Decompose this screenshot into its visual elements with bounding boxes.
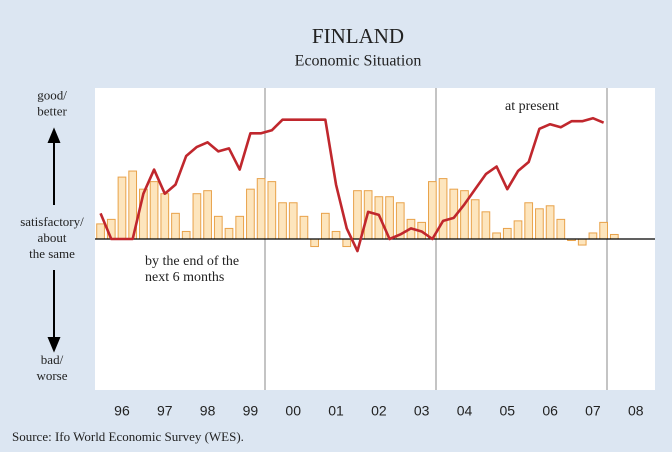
label-line: next 6 months — [145, 270, 224, 285]
bar — [160, 193, 170, 240]
bar — [288, 202, 298, 240]
bar — [246, 188, 255, 240]
x-tick-label: 06 — [542, 403, 558, 419]
chart-title: FINLAND — [312, 24, 404, 48]
bar — [278, 202, 287, 240]
bar — [171, 212, 180, 240]
bar — [149, 181, 159, 240]
bar — [267, 181, 277, 240]
label-line: better — [37, 104, 67, 119]
bar — [213, 215, 223, 240]
line — [99, 116, 605, 253]
bar — [492, 232, 501, 240]
label-line: the same — [29, 246, 75, 261]
chart-subtitle: Economic Situation — [295, 53, 422, 70]
label-line: at present — [505, 99, 559, 114]
arrow-head — [47, 127, 61, 143]
arrow-head — [47, 337, 61, 353]
bar — [438, 178, 448, 240]
source: Source: Ifo World Economic Survey (WES). — [12, 429, 244, 444]
bar — [599, 221, 608, 240]
bar — [609, 233, 619, 240]
bar — [310, 238, 319, 248]
label-line: about — [38, 230, 67, 245]
bar — [577, 238, 587, 246]
bar — [524, 202, 534, 240]
bar — [96, 223, 105, 240]
x-tick-label: 96 — [114, 403, 130, 419]
label-line: satisfactory/ — [20, 214, 84, 229]
arrows — [47, 127, 61, 353]
bar — [470, 199, 480, 240]
annotation: by the end of the next 6 months — [145, 254, 239, 285]
bar — [556, 218, 566, 240]
bar — [460, 190, 469, 240]
x-tick-label: 07 — [585, 403, 601, 419]
x-tick-label: 98 — [200, 403, 216, 419]
label-line: bad/ — [41, 352, 64, 367]
label-line: good/ — [37, 88, 67, 103]
x-tick-label: 05 — [500, 403, 516, 419]
bar — [513, 220, 523, 240]
bar — [428, 181, 437, 240]
bar — [203, 190, 212, 240]
bar — [181, 230, 191, 240]
y-tick-label: bad/worse — [36, 352, 67, 383]
annotation: at present — [505, 99, 559, 114]
bar — [331, 230, 341, 240]
bar — [502, 227, 512, 240]
bar — [588, 232, 598, 240]
x-tick-label: 04 — [457, 403, 473, 419]
label-line: by the end of the — [145, 254, 239, 269]
bar — [256, 178, 266, 240]
x-tick-label: 03 — [414, 403, 430, 419]
y-tick-label: satisfactory/about the same — [20, 214, 84, 261]
y-tick-label: good/better — [37, 88, 67, 119]
bar — [545, 205, 555, 240]
bar — [117, 176, 127, 240]
x-tick-label: 02 — [371, 403, 387, 419]
bar — [235, 215, 245, 240]
bar — [481, 211, 491, 240]
bar — [353, 190, 362, 240]
bar — [320, 212, 330, 240]
bar — [342, 238, 352, 248]
label-line: worse — [36, 368, 67, 383]
x-tick-label: 99 — [243, 403, 259, 419]
x-tick-label: 00 — [285, 403, 301, 419]
x-tick-label: 08 — [628, 403, 644, 419]
bar — [299, 215, 309, 240]
x-tick-label: 97 — [157, 403, 173, 419]
bar — [224, 227, 234, 240]
x-tick-label: 01 — [328, 403, 344, 419]
bar — [192, 193, 202, 240]
bar — [535, 208, 544, 240]
